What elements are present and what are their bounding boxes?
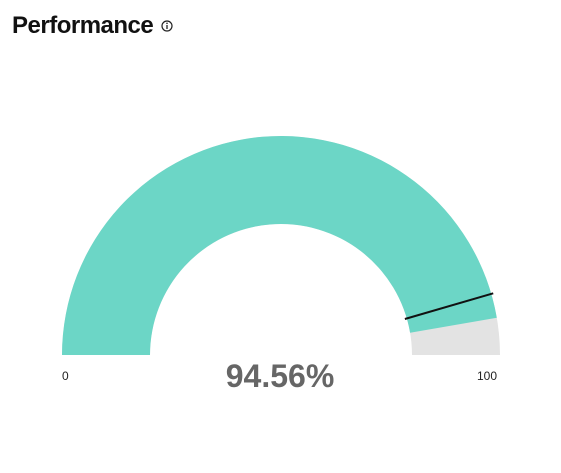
gauge-fill [62, 136, 497, 355]
gauge-max-label: 100 [477, 369, 498, 383]
widget-header: Performance [12, 12, 173, 40]
gauge-min-label: 0 [62, 369, 69, 383]
gauge-value-label: 94.56% [225, 358, 335, 394]
info-icon[interactable] [161, 20, 173, 32]
gauge-target-marker [404, 292, 494, 320]
widget-title: Performance [12, 12, 154, 39]
